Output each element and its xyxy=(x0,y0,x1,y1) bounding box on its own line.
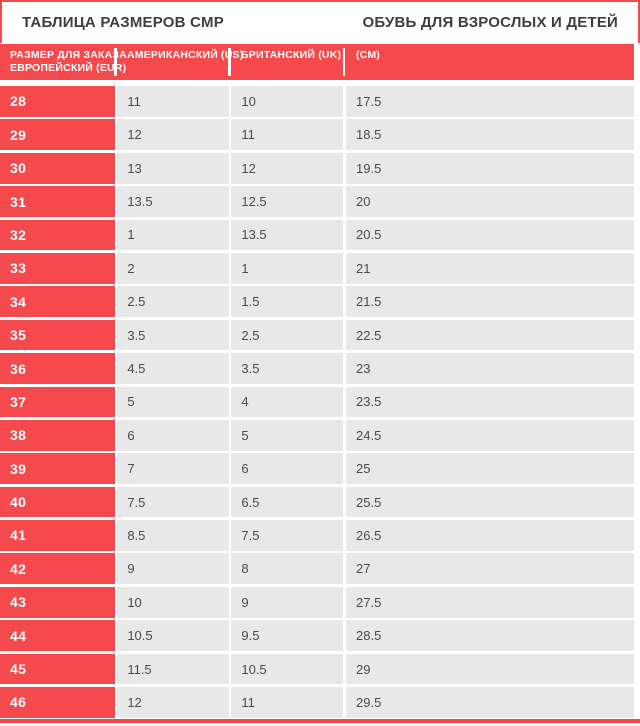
us-size-cell: 11.5 xyxy=(117,653,229,685)
cm-size-cell: 27.5 xyxy=(346,586,634,618)
table-subtitle: ОБУВЬ ДЛЯ ВЗРОСЛЫХ И ДЕТЕЙ xyxy=(362,14,618,31)
cm-size-cell: 22.5 xyxy=(346,319,634,351)
uk-size-cell: 7.5 xyxy=(231,520,344,551)
us-size-cell: 13.5 xyxy=(117,186,229,217)
uk-size-cell: 12 xyxy=(231,152,344,184)
us-size-cell: 2.5 xyxy=(117,286,229,318)
eur-size-cell: 30 xyxy=(0,152,115,184)
cm-size-cell: 28.5 xyxy=(346,620,634,651)
us-size-cell: 11 xyxy=(117,86,229,117)
uk-size-cell: 13.5 xyxy=(231,219,344,251)
us-size-cell: 1 xyxy=(117,219,229,251)
eur-size-cell: 44 xyxy=(0,620,115,651)
us-size-cell: 12 xyxy=(117,119,229,151)
uk-size-cell: 1 xyxy=(231,252,344,284)
uk-size-cell: 9.5 xyxy=(231,620,344,651)
cm-size-cell: 23 xyxy=(346,353,634,384)
us-size-cell: 7 xyxy=(117,453,229,485)
eur-size-cell: 31 xyxy=(0,186,115,217)
eur-size-cell: 37 xyxy=(0,386,115,418)
uk-size-cell: 12.5 xyxy=(231,186,344,217)
uk-size-cell: 2.5 xyxy=(231,319,344,351)
table-header-row: РАЗМЕР ДЛЯ ЗАКАЗА ЕВРОПЕЙСКИЙ (EUR) АМЕР… xyxy=(0,44,634,80)
cm-size-cell: 21.5 xyxy=(346,286,634,318)
eur-size-cell: 29 xyxy=(0,119,115,151)
us-size-cell: 9 xyxy=(117,553,229,585)
cm-size-cell: 27 xyxy=(346,553,634,585)
cm-size-cell: 29 xyxy=(346,653,634,685)
header-separator xyxy=(114,48,117,76)
cm-size-cell: 18.5 xyxy=(346,119,634,151)
column-header-cm: (СМ) xyxy=(356,49,380,61)
eur-size-cell: 33 xyxy=(0,252,115,284)
eur-size-cell: 35 xyxy=(0,319,115,351)
cm-size-cell: 25.5 xyxy=(346,486,634,518)
uk-size-cell: 10.5 xyxy=(231,653,344,685)
cm-size-cell: 29.5 xyxy=(346,687,634,718)
column-header-eur-line2: ЕВРОПЕЙСКИЙ (EUR) xyxy=(10,62,127,74)
us-size-cell: 12 xyxy=(117,687,229,718)
us-size-cell: 2 xyxy=(117,252,229,284)
uk-size-cell: 11 xyxy=(231,119,344,151)
cm-size-cell: 24.5 xyxy=(346,419,634,451)
cm-size-cell: 25 xyxy=(346,453,634,485)
us-size-cell: 7.5 xyxy=(117,486,229,518)
title-bar: ТАБЛИЦА РАЗМЕРОВ CMP ОБУВЬ ДЛЯ ВЗРОСЛЫХ … xyxy=(0,0,640,43)
us-size-cell: 13 xyxy=(117,152,229,184)
eur-size-cell: 34 xyxy=(0,286,115,318)
us-size-cell: 6 xyxy=(117,419,229,451)
eur-size-cell: 38 xyxy=(0,419,115,451)
cm-size-cell: 20.5 xyxy=(346,219,634,251)
uk-size-cell: 5 xyxy=(231,419,344,451)
us-size-cell: 3.5 xyxy=(117,319,229,351)
cm-size-cell: 19.5 xyxy=(346,152,634,184)
eur-size-cell: 41 xyxy=(0,520,115,551)
eur-size-cell: 40 xyxy=(0,486,115,518)
uk-size-cell: 6 xyxy=(231,453,344,485)
uk-size-cell: 6.5 xyxy=(231,486,344,518)
size-table-body: 28 11 10 17.5 29 12 11 18.5 30 13 12 19.… xyxy=(0,86,634,718)
eur-size-cell: 32 xyxy=(0,219,115,251)
us-size-cell: 4.5 xyxy=(117,353,229,384)
column-header-uk: БРИТАНСКИЙ (UK) xyxy=(241,49,342,61)
uk-size-cell: 8 xyxy=(231,553,344,585)
column-header-eur-line1: РАЗМЕР ДЛЯ ЗАКАЗА xyxy=(10,49,127,61)
uk-size-cell: 11 xyxy=(231,687,344,718)
eur-size-cell: 42 xyxy=(0,553,115,585)
us-size-cell: 5 xyxy=(117,386,229,418)
uk-size-cell: 9 xyxy=(231,586,344,618)
header-separator xyxy=(342,48,346,76)
uk-size-cell: 1.5 xyxy=(231,286,344,318)
header-separator xyxy=(228,48,231,76)
uk-size-cell: 4 xyxy=(231,386,344,418)
table-title: ТАБЛИЦА РАЗМЕРОВ CMP xyxy=(22,14,224,31)
column-header-eur: РАЗМЕР ДЛЯ ЗАКАЗА ЕВРОПЕЙСКИЙ (EUR) xyxy=(0,44,127,80)
eur-size-cell: 43 xyxy=(0,586,115,618)
us-size-cell: 10 xyxy=(117,586,229,618)
cm-size-cell: 20 xyxy=(346,186,634,217)
cm-size-cell: 26.5 xyxy=(346,520,634,551)
eur-size-cell: 28 xyxy=(0,86,115,117)
eur-size-cell: 46 xyxy=(0,687,115,718)
bottom-divider xyxy=(0,719,640,723)
cm-size-cell: 17.5 xyxy=(346,86,634,117)
eur-size-cell: 36 xyxy=(0,353,115,384)
us-size-cell: 10.5 xyxy=(117,620,229,651)
cm-size-cell: 21 xyxy=(346,252,634,284)
cm-size-cell: 23.5 xyxy=(346,386,634,418)
uk-size-cell: 3.5 xyxy=(231,353,344,384)
eur-size-cell: 39 xyxy=(0,453,115,485)
uk-size-cell: 10 xyxy=(231,86,344,117)
us-size-cell: 8.5 xyxy=(117,520,229,551)
column-header-us: АМЕРИКАНСКИЙ (US) xyxy=(127,49,244,61)
eur-size-cell: 45 xyxy=(0,653,115,685)
